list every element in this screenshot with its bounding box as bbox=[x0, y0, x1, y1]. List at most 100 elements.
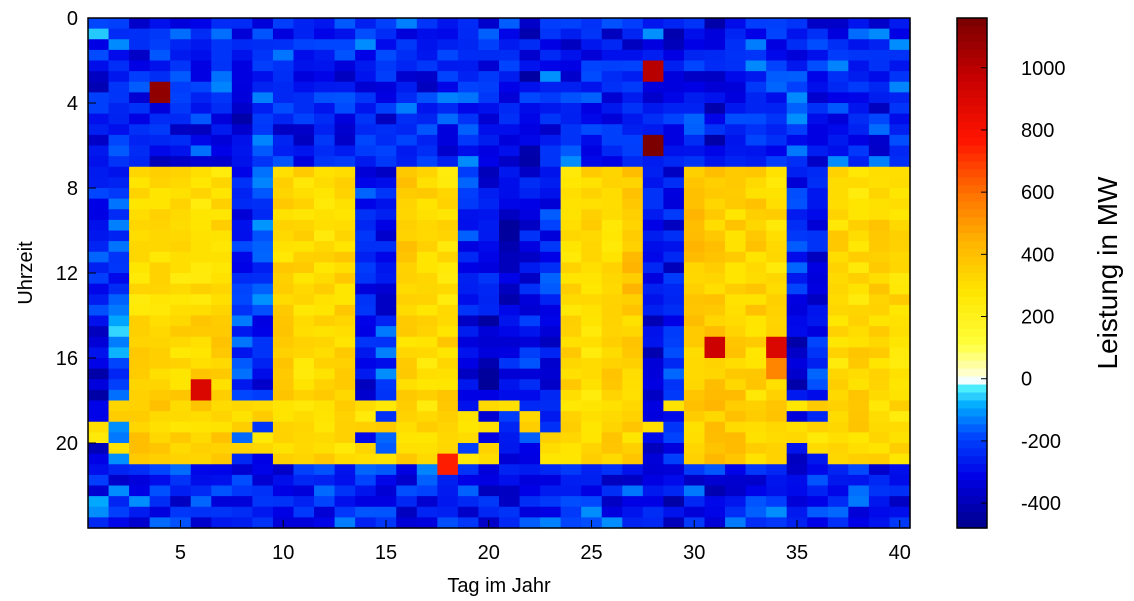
heatmap-cell bbox=[457, 453, 480, 465]
heatmap-cell bbox=[601, 400, 623, 412]
heatmap-cell bbox=[293, 124, 315, 136]
heatmap-cell bbox=[499, 262, 521, 274]
heatmap-cell bbox=[642, 18, 664, 30]
heatmap-cell bbox=[272, 474, 295, 487]
heatmap-cell bbox=[663, 145, 685, 157]
heatmap-cell bbox=[88, 230, 110, 242]
heatmap-cell bbox=[88, 156, 110, 168]
heatmap-cell bbox=[499, 336, 521, 348]
heatmap-cell bbox=[581, 421, 603, 433]
heatmap-cell bbox=[170, 251, 192, 263]
heatmap-cell bbox=[725, 347, 747, 359]
heatmap-cell bbox=[437, 188, 459, 200]
heatmap-cell bbox=[725, 485, 747, 497]
heatmap-cell bbox=[334, 336, 356, 348]
heatmap-cell bbox=[499, 49, 521, 62]
heatmap-cell bbox=[272, 315, 295, 327]
heatmap-cell bbox=[355, 485, 377, 497]
heatmap-cell bbox=[108, 124, 130, 136]
heatmap-cell bbox=[540, 209, 562, 221]
heatmap-cell bbox=[622, 103, 644, 115]
heatmap-cell bbox=[437, 326, 459, 338]
heatmap-cell bbox=[437, 39, 459, 51]
heatmap-cell bbox=[519, 28, 541, 40]
heatmap-cell bbox=[355, 443, 377, 455]
heatmap-cell bbox=[642, 506, 664, 518]
heatmap-cell bbox=[868, 134, 891, 147]
heatmap-cell bbox=[149, 28, 171, 40]
colorbar-step bbox=[957, 304, 987, 314]
heatmap-cell bbox=[293, 485, 315, 497]
heatmap-cell bbox=[786, 134, 808, 147]
heatmap-cell bbox=[519, 134, 541, 147]
heatmap-cell bbox=[190, 198, 212, 210]
heatmap-cell bbox=[827, 273, 849, 285]
heatmap-cell bbox=[663, 188, 685, 200]
heatmap-cell bbox=[129, 251, 151, 263]
heatmap-cell bbox=[334, 177, 356, 189]
heatmap-cell bbox=[519, 71, 541, 83]
heatmap-cell bbox=[540, 496, 562, 508]
heatmap-cell bbox=[334, 145, 356, 157]
heatmap-cell bbox=[642, 389, 664, 402]
colorbar-step bbox=[957, 137, 987, 147]
heatmap-cell bbox=[519, 124, 541, 136]
colorbar-step bbox=[957, 217, 987, 226]
heatmap-cell bbox=[848, 326, 870, 338]
heatmap-cell bbox=[766, 60, 788, 72]
heatmap-cell bbox=[457, 39, 480, 51]
heatmap-cell bbox=[622, 209, 644, 221]
heatmap-cell bbox=[766, 358, 788, 370]
heatmap-cell bbox=[211, 379, 233, 391]
heatmap-cell bbox=[129, 283, 151, 295]
heatmap-cell bbox=[396, 336, 418, 348]
heatmap-cell bbox=[437, 177, 459, 189]
heatmap-cell bbox=[355, 262, 377, 274]
heatmap-cell bbox=[437, 198, 459, 210]
heatmap-cell bbox=[745, 166, 767, 178]
heatmap-cell bbox=[868, 262, 891, 274]
heatmap-cell bbox=[355, 166, 377, 178]
heatmap-cell bbox=[683, 315, 706, 327]
heatmap-cell bbox=[375, 230, 397, 242]
heatmap-cell bbox=[149, 39, 171, 51]
heatmap-cell bbox=[437, 464, 459, 476]
heatmap-cell bbox=[478, 496, 500, 508]
heatmap-cell bbox=[88, 315, 110, 327]
heatmap-cell bbox=[190, 506, 212, 518]
heatmap-cell bbox=[581, 60, 603, 72]
heatmap-cell bbox=[499, 71, 521, 83]
heatmap-cell bbox=[252, 156, 274, 168]
heatmap-cell bbox=[601, 283, 623, 295]
heatmap-cell bbox=[848, 347, 870, 359]
heatmap-cell bbox=[766, 347, 788, 359]
heatmap-cell bbox=[581, 315, 603, 327]
heatmap-cell bbox=[437, 103, 459, 115]
heatmap-cell bbox=[272, 421, 295, 433]
heatmap-cell bbox=[108, 432, 130, 444]
heatmap-cell bbox=[88, 177, 110, 189]
heatmap-cell bbox=[889, 432, 911, 444]
heatmap-cell bbox=[889, 411, 911, 423]
heatmap-cell bbox=[601, 166, 623, 178]
heatmap-cell bbox=[868, 315, 891, 327]
heatmap-cell bbox=[827, 315, 849, 327]
heatmap-cell bbox=[211, 145, 233, 157]
heatmap-cell bbox=[601, 273, 623, 285]
heatmap-cell bbox=[683, 188, 706, 200]
heatmap-cell bbox=[457, 124, 480, 136]
heatmap-cell bbox=[129, 464, 151, 476]
heatmap-cell bbox=[416, 18, 438, 30]
heatmap-cell bbox=[868, 81, 891, 93]
heatmap-cell bbox=[848, 315, 870, 327]
heatmap-cell bbox=[272, 294, 295, 306]
heatmap-cell bbox=[272, 464, 295, 476]
heatmap-cell bbox=[868, 517, 891, 529]
heatmap-cell bbox=[293, 464, 315, 476]
heatmap-cell bbox=[129, 432, 151, 444]
heatmap-cell bbox=[642, 198, 664, 210]
heatmap-cell bbox=[540, 145, 562, 157]
heatmap-cell bbox=[437, 92, 459, 104]
heatmap-cell bbox=[314, 358, 336, 370]
heatmap-cell bbox=[272, 28, 295, 40]
